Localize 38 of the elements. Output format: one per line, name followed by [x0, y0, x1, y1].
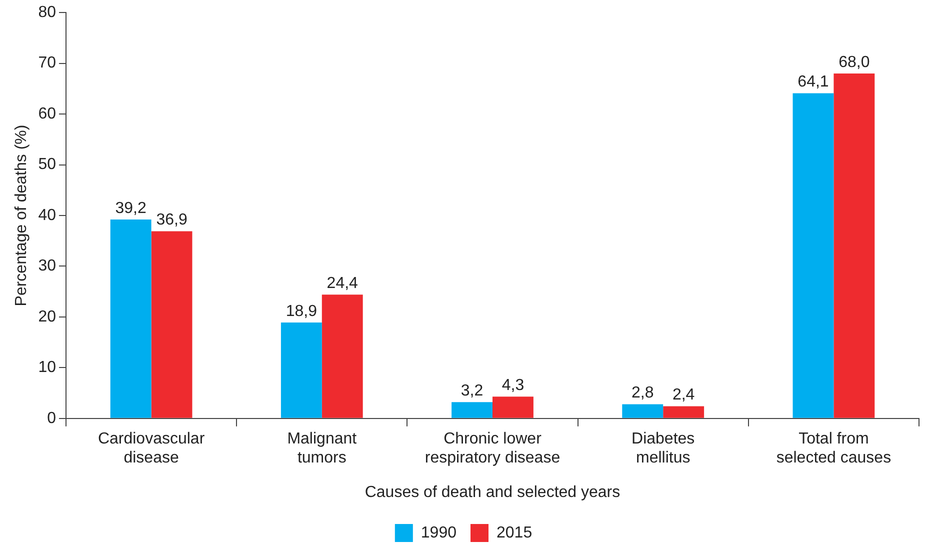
data-label: 2,8 — [632, 384, 654, 402]
y-tick-label: 0 — [47, 410, 56, 427]
bar — [452, 402, 492, 418]
y-tick-label: 40 — [38, 206, 56, 224]
data-label: 24,4 — [326, 275, 358, 292]
x-tick-label: Total from selected causes — [776, 430, 892, 467]
y-tick-label: 10 — [38, 359, 56, 376]
y-tick-label: 50 — [38, 156, 56, 174]
data-label: 36,9 — [156, 212, 188, 229]
bar — [110, 220, 152, 418]
bar — [622, 404, 664, 418]
x-tick-label: Malignant tumors — [287, 430, 358, 467]
y-tick-label: 70 — [38, 54, 56, 72]
y-tick-label: 20 — [38, 308, 56, 326]
bar — [663, 406, 704, 418]
x-tick-label: Diabetes mellitus — [632, 430, 695, 467]
x-tick-label: Chronic lower respiratory disease — [424, 430, 560, 467]
legend-label: 2015 — [496, 524, 532, 542]
x-tick-label: Cardiovascular disease — [98, 430, 206, 467]
data-label: 4,3 — [502, 376, 524, 394]
data-label: 68,0 — [838, 54, 870, 71]
bar — [492, 396, 534, 418]
bar — [834, 73, 875, 418]
bar — [792, 93, 834, 418]
data-label: 2,4 — [672, 386, 695, 404]
data-label: 3,2 — [460, 382, 484, 400]
y-tick-label: 30 — [38, 258, 56, 275]
y-axis-title: Percentage of deaths (%) — [13, 124, 30, 306]
legend-label: 1990 — [420, 524, 457, 542]
bar — [322, 294, 363, 418]
bar — [151, 231, 192, 418]
data-label: 18,9 — [286, 302, 318, 320]
x-axis-title: Causes of death and selected years — [364, 484, 620, 501]
bar — [280, 322, 322, 418]
y-tick-label: 80 — [38, 4, 56, 22]
data-label: 64,1 — [798, 74, 829, 91]
y-tick-label: 60 — [38, 105, 56, 122]
data-label: 39,2 — [115, 200, 146, 217]
